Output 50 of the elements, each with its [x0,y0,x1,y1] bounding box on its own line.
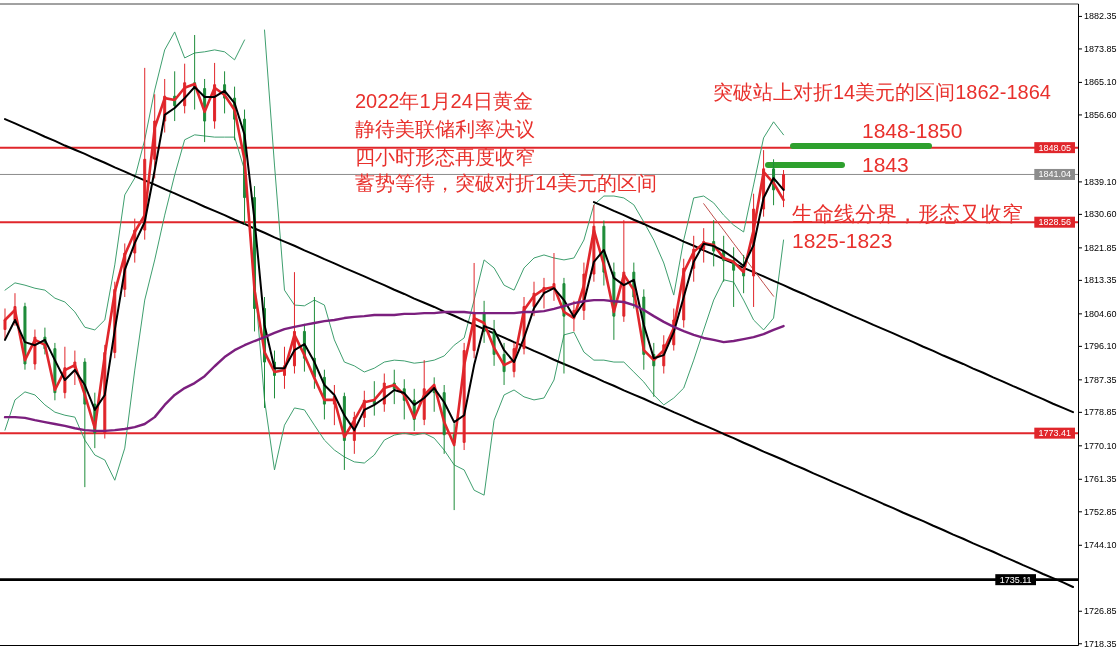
y-tick-label: 1718.35 [1084,638,1117,649]
y-tick-label: 1744.10 [1084,540,1117,551]
candlestick [472,262,476,359]
candlestick [33,329,37,371]
annotation: 蓄势等待，突破对折14美元的区间 [355,172,658,194]
candlestick [292,271,296,375]
ref-line-label: 1773.41 [1038,428,1071,439]
candlestick [63,346,67,399]
y-tick-label: 1830.60 [1084,209,1117,220]
y-tick-label: 1804.60 [1084,308,1117,319]
annotation: 1825-1823 [792,228,893,252]
candlestick [73,350,77,386]
y-tick-label: 1787.35 [1084,374,1117,385]
y-tick-label: 1770.10 [1084,440,1117,451]
y-tick-label: 1778.85 [1084,407,1117,418]
annotation: 静待美联储利率决议 [355,118,535,140]
candlestick [532,281,536,317]
y-tick-label: 1873.85 [1084,43,1117,54]
annotation: 生命线分界，形态又收窄 [792,201,1023,225]
line-series [703,203,775,297]
y-tick-label: 1796.10 [1084,341,1117,352]
candlestick [372,380,376,417]
candlestick [702,227,706,264]
ref-line-label: 1848.05 [1038,142,1071,153]
y-tick-label: 1761.35 [1084,474,1117,485]
y-tick-label: 1752.85 [1084,506,1117,517]
annotation: 2022年1月24日黄金 [355,90,533,112]
candlestick [552,252,556,302]
annotation: 四小时形态再度收窄 [355,146,535,168]
y-tick-label: 1882.35 [1084,11,1117,22]
annotation: 1848-1850 [862,118,963,142]
ref-line-label: 1735.11 [999,574,1032,585]
candlestick [502,342,506,386]
candlestick [732,246,736,308]
y-tick-label: 1856.60 [1084,109,1117,120]
ref-line-label: 1841.04 [1038,169,1071,180]
line-series [3,298,785,433]
y-tick-label: 1821.85 [1084,242,1117,253]
y-tick-label: 1726.85 [1084,606,1117,617]
candlestick [512,342,516,378]
annotation: 1843 [862,152,909,176]
candlestick [13,292,17,327]
y-tick-label: 1839.10 [1084,176,1117,187]
candlestick [282,346,286,390]
annotation: 突破站上对折14美元的区间1862-1864 [713,81,1051,103]
candlestick [542,277,546,309]
y-tick-label: 1865.10 [1084,77,1117,88]
y-tick-label: 1813.35 [1084,275,1117,286]
ref-line-label: 1828.56 [1038,217,1071,228]
candlestick [173,70,177,122]
